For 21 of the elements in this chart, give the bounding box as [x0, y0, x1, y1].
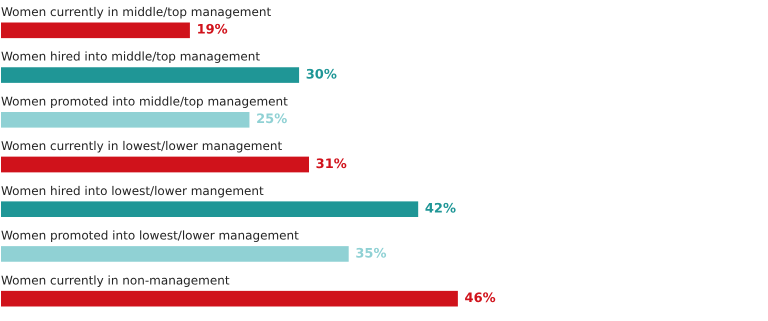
data-label: 19% — [196, 22, 228, 38]
bar — [1, 201, 418, 218]
data-label: 35% — [355, 246, 386, 262]
y-tick-label: Women hired into middle/top management — [1, 50, 260, 64]
y-tick-label: Women hired into lowest/lower mangement — [1, 184, 264, 198]
bar — [1, 246, 349, 262]
bar — [1, 67, 300, 83]
bar — [1, 156, 310, 172]
y-tick-label: Women currently in lowest/lower management — [1, 139, 282, 154]
y-tick-label: Women promoted into lowest/lower management — [1, 228, 300, 243]
y-tick-label: Women promoted into middle/top management — [1, 94, 288, 108]
data-label: 25% — [256, 112, 288, 128]
data-label: 46% — [464, 291, 496, 306]
data-label: 42% — [424, 202, 456, 217]
bar — [1, 22, 190, 38]
y-tick-label: Women currently in non-management — [1, 273, 230, 288]
y-tick-label: Women currently in middle/top management — [1, 4, 272, 19]
data-label: 31% — [316, 156, 347, 172]
bar — [1, 112, 250, 128]
bar — [1, 290, 458, 306]
data-label: 30% — [306, 67, 337, 82]
